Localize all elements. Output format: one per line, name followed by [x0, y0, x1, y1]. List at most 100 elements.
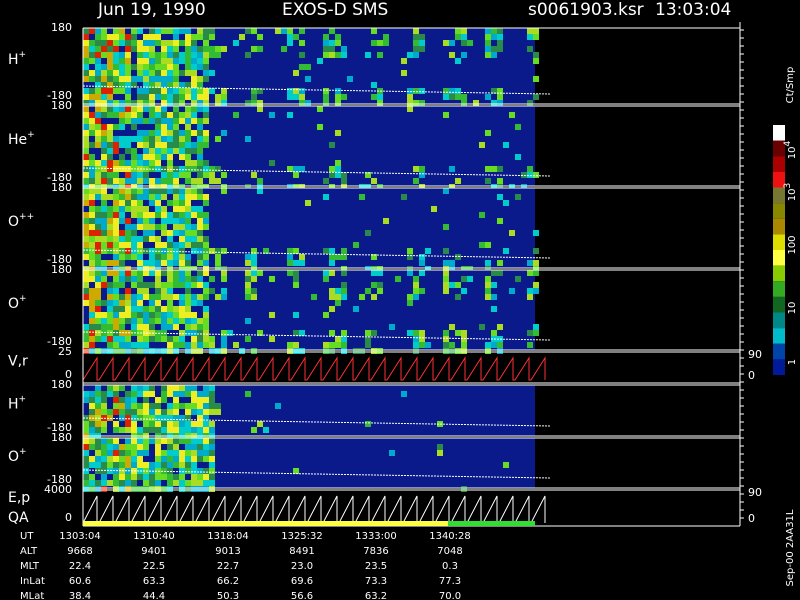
spectrogram-cell [125, 172, 131, 178]
spectrogram-cell [173, 421, 179, 427]
spectrogram-cell [89, 194, 95, 200]
spectrogram-cell [407, 254, 413, 260]
spectrogram-cell [89, 154, 95, 160]
spectrogram-cell [131, 160, 137, 166]
spectrogram-cell [89, 306, 95, 312]
spectrogram-cell [83, 172, 89, 178]
qa-bar [83, 521, 448, 526]
spectrogram-cell [203, 288, 209, 294]
spectrogram-cell [113, 64, 119, 70]
spectrogram-cell [419, 40, 425, 46]
spectrogram-cell [167, 242, 173, 248]
spectrogram-cell [323, 348, 329, 354]
spectrogram-cell [143, 194, 149, 200]
spectrogram-cell [371, 178, 377, 184]
spectrogram-cell [197, 142, 203, 148]
spectrogram-cell [101, 427, 107, 433]
spectrogram-cell [107, 82, 113, 88]
spectrogram-cell [329, 330, 335, 336]
spectrogram-cell [101, 474, 107, 480]
spectrogram-cell [119, 40, 125, 46]
spectrogram-cell [503, 248, 509, 254]
spectrogram-cell [155, 276, 161, 282]
spectrogram-cell [179, 136, 185, 142]
spectrogram-cell [203, 254, 209, 260]
spectrogram-cell [173, 40, 179, 46]
spectrogram-cell [443, 282, 449, 288]
spectrogram-cell [143, 486, 149, 492]
spectrogram-cell [83, 58, 89, 64]
spectrogram-cell [377, 94, 383, 100]
spectrogram-cell [155, 306, 161, 312]
spectrogram-cell [215, 409, 221, 415]
spectrogram-cell [137, 178, 143, 184]
spectrogram-cell [221, 188, 227, 194]
spectrogram-cell [515, 124, 521, 130]
spectrogram-cell [215, 248, 221, 254]
spectrogram-cell [95, 468, 101, 474]
spectrogram-cell [323, 100, 329, 106]
colorbar-segment [773, 359, 785, 375]
spectrogram-cell [89, 312, 95, 318]
spectrogram-cell [407, 294, 413, 300]
spectrogram-cell [203, 118, 209, 124]
spectrogram-cell [257, 100, 263, 106]
spectrogram-cell [179, 130, 185, 136]
spectrogram-cell [125, 118, 131, 124]
spectrogram-cell [473, 100, 479, 106]
spectrogram-cell [161, 46, 167, 52]
spectrogram-cell [149, 160, 155, 166]
spectrogram-cell [143, 427, 149, 433]
spectrogram-cell [101, 456, 107, 462]
spectrogram-cell [509, 288, 515, 294]
spectrogram-cell [287, 342, 293, 348]
spectrogram-cell [131, 348, 137, 354]
right-tick-label: 0 [748, 512, 755, 525]
spectrogram-cell [137, 64, 143, 70]
spectrogram-cell [197, 206, 203, 212]
colorbar-segment [773, 234, 785, 250]
spectrogram-cell [149, 94, 155, 100]
spectrogram-cell [161, 94, 167, 100]
spectrogram-cell [83, 64, 89, 70]
spectrogram-cell [101, 480, 107, 486]
spectrogram-cell [167, 142, 173, 148]
spectrogram-cell [149, 260, 155, 266]
spectrogram-cell [107, 415, 113, 421]
spectrogram-cell [173, 70, 179, 76]
spectrogram-cell [137, 194, 143, 200]
spectrogram-cell [203, 330, 209, 336]
spectrogram-cell [191, 266, 197, 272]
spectrogram-cell [107, 148, 113, 154]
spectrogram-cell [137, 456, 143, 462]
spectrogram-cell [341, 288, 347, 294]
tick-label: 180 [51, 181, 72, 194]
spectrogram-cell [137, 444, 143, 450]
spectrogram-cell [203, 403, 209, 409]
spectrogram-cell [341, 330, 347, 336]
spectrogram-cell [101, 348, 107, 354]
cell: 22.4 [69, 561, 91, 572]
spectrogram-cell [119, 100, 125, 106]
spectrogram-cell [335, 342, 341, 348]
spectrogram-cell [89, 112, 95, 118]
spectrogram-cell [167, 480, 173, 486]
spectrogram-cell [533, 34, 539, 40]
spectrogram-cell [107, 166, 113, 172]
spectrogram-cell [131, 312, 137, 318]
cell: 73.3 [365, 576, 387, 587]
spectrogram-cell [167, 318, 173, 324]
spectrogram-cell [173, 474, 179, 480]
spectrogram-cell [335, 294, 341, 300]
spectrogram-cell [203, 444, 209, 450]
spectrogram-cell [149, 270, 155, 276]
spectrogram-cell [143, 218, 149, 224]
spectrogram-cell [191, 58, 197, 64]
spectrogram-cell [83, 230, 89, 236]
spectrogram-cell [83, 88, 89, 94]
spectrogram-cell [89, 172, 95, 178]
spectrogram-cell [167, 130, 173, 136]
spectrogram-cell [161, 254, 167, 260]
spectrogram-cell [461, 330, 467, 336]
